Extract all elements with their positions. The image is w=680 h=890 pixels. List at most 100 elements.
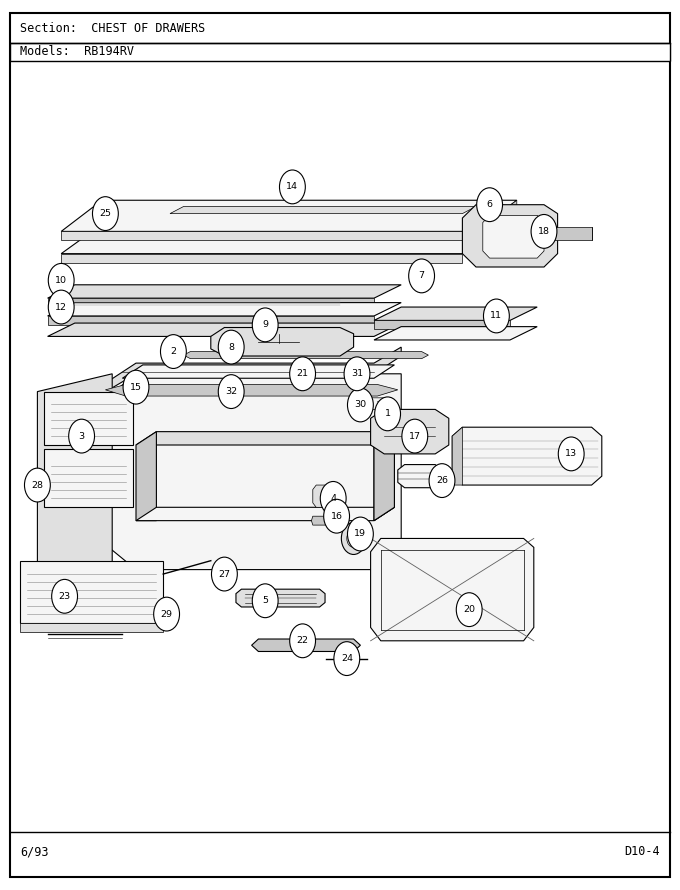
Polygon shape xyxy=(483,215,544,258)
Polygon shape xyxy=(48,298,374,307)
Text: D10-4: D10-4 xyxy=(624,846,660,858)
Circle shape xyxy=(324,499,350,533)
Circle shape xyxy=(252,308,278,342)
Circle shape xyxy=(290,624,316,658)
Polygon shape xyxy=(462,205,558,267)
Text: 7: 7 xyxy=(419,271,424,280)
Circle shape xyxy=(531,214,557,248)
Polygon shape xyxy=(136,432,394,445)
Polygon shape xyxy=(398,465,442,488)
Circle shape xyxy=(483,299,509,333)
Circle shape xyxy=(429,464,455,498)
Polygon shape xyxy=(44,449,133,507)
Text: 17: 17 xyxy=(409,432,421,441)
Circle shape xyxy=(92,197,118,231)
Text: 20: 20 xyxy=(463,605,475,614)
Text: 6/93: 6/93 xyxy=(20,846,49,858)
Text: 1: 1 xyxy=(385,409,390,418)
Text: 15: 15 xyxy=(130,383,142,392)
Polygon shape xyxy=(109,374,401,570)
Circle shape xyxy=(48,263,74,297)
Text: 5: 5 xyxy=(262,596,268,605)
Polygon shape xyxy=(136,432,156,521)
Polygon shape xyxy=(170,206,476,214)
Polygon shape xyxy=(48,316,374,325)
Circle shape xyxy=(123,370,149,404)
Text: 23: 23 xyxy=(58,592,71,601)
Text: 2: 2 xyxy=(171,347,176,356)
Text: 13: 13 xyxy=(565,449,577,458)
Polygon shape xyxy=(122,365,394,378)
Circle shape xyxy=(279,170,305,204)
Circle shape xyxy=(347,530,360,547)
Polygon shape xyxy=(452,427,462,485)
Circle shape xyxy=(24,468,50,502)
Polygon shape xyxy=(44,392,133,445)
Circle shape xyxy=(375,397,401,431)
Polygon shape xyxy=(371,538,534,641)
Circle shape xyxy=(69,419,95,453)
Circle shape xyxy=(341,522,366,554)
Polygon shape xyxy=(374,320,510,329)
Polygon shape xyxy=(374,432,394,521)
Text: 11: 11 xyxy=(490,312,503,320)
Polygon shape xyxy=(48,303,401,316)
Circle shape xyxy=(456,593,482,627)
Text: 18: 18 xyxy=(538,227,550,236)
Polygon shape xyxy=(371,409,449,454)
Text: 21: 21 xyxy=(296,369,309,378)
Polygon shape xyxy=(236,589,325,607)
Text: 28: 28 xyxy=(31,481,44,490)
Circle shape xyxy=(344,357,370,391)
Text: Section:  CHEST OF DRAWERS: Section: CHEST OF DRAWERS xyxy=(20,22,205,35)
Polygon shape xyxy=(313,485,343,507)
Text: 4: 4 xyxy=(330,494,336,503)
Text: 32: 32 xyxy=(225,387,237,396)
Polygon shape xyxy=(109,347,401,390)
Polygon shape xyxy=(184,352,428,359)
Polygon shape xyxy=(476,200,517,240)
Text: 14: 14 xyxy=(286,182,299,191)
Circle shape xyxy=(48,290,74,324)
Circle shape xyxy=(334,642,360,676)
Polygon shape xyxy=(20,561,163,623)
Circle shape xyxy=(402,419,428,453)
Circle shape xyxy=(218,375,244,409)
Text: 29: 29 xyxy=(160,610,173,619)
Circle shape xyxy=(320,481,346,515)
Polygon shape xyxy=(48,285,401,298)
Circle shape xyxy=(52,579,78,613)
Polygon shape xyxy=(311,516,335,525)
Text: 27: 27 xyxy=(218,570,231,578)
Polygon shape xyxy=(252,639,360,651)
Polygon shape xyxy=(374,432,394,521)
Text: 25: 25 xyxy=(99,209,112,218)
Circle shape xyxy=(252,584,278,618)
Circle shape xyxy=(558,437,584,471)
Text: 6: 6 xyxy=(487,200,492,209)
Text: 3: 3 xyxy=(78,432,85,441)
Polygon shape xyxy=(452,427,602,485)
Text: Models:  RB194RV: Models: RB194RV xyxy=(20,45,135,58)
Bar xyxy=(10,43,670,61)
Circle shape xyxy=(347,517,373,551)
Polygon shape xyxy=(61,200,517,231)
Circle shape xyxy=(409,259,435,293)
Polygon shape xyxy=(367,398,394,409)
Polygon shape xyxy=(61,254,462,263)
Circle shape xyxy=(347,388,373,422)
Text: 19: 19 xyxy=(354,530,367,538)
Text: 30: 30 xyxy=(354,400,367,409)
Circle shape xyxy=(218,330,244,364)
Text: 31: 31 xyxy=(351,369,363,378)
Polygon shape xyxy=(20,623,163,632)
Polygon shape xyxy=(374,307,537,320)
Text: 22: 22 xyxy=(296,636,309,645)
Polygon shape xyxy=(211,328,354,356)
Text: 24: 24 xyxy=(341,654,353,663)
Circle shape xyxy=(226,379,243,400)
Polygon shape xyxy=(48,323,401,336)
Polygon shape xyxy=(551,227,592,240)
Circle shape xyxy=(211,557,237,591)
Circle shape xyxy=(290,357,316,391)
